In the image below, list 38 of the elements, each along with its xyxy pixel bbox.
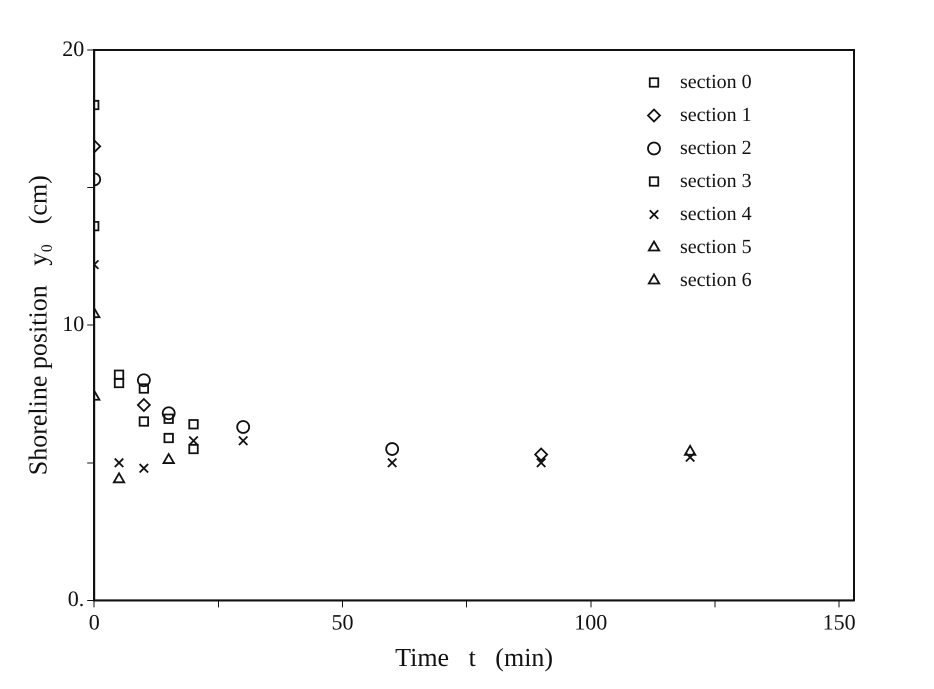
point <box>188 444 199 454</box>
legend-label: section 6 <box>680 268 752 291</box>
x-tick-label: 0 <box>88 609 100 634</box>
point <box>164 414 174 424</box>
point <box>238 436 248 446</box>
legend-label: section 3 <box>680 170 752 192</box>
x-tick-label: 150 <box>822 609 856 634</box>
point <box>387 458 398 468</box>
point <box>385 442 400 456</box>
point <box>138 463 150 474</box>
legend-label: section 4 <box>680 202 752 225</box>
y-tick-label: 20 <box>62 36 84 61</box>
x-tick-label: 100 <box>574 609 608 634</box>
y-tick-label: 10 <box>62 310 84 336</box>
point <box>114 458 124 468</box>
point <box>138 383 150 394</box>
point <box>188 419 199 430</box>
point <box>138 416 150 427</box>
point <box>164 432 174 444</box>
point <box>162 453 175 464</box>
point <box>162 406 176 420</box>
point <box>536 458 546 468</box>
point <box>236 420 250 434</box>
y-tick-label: 0. <box>68 586 84 612</box>
point <box>114 370 124 380</box>
legend-label: section 0 <box>680 70 752 93</box>
point <box>684 444 696 456</box>
point <box>534 448 548 462</box>
point <box>136 373 151 388</box>
x-axis-title: Time t (min) <box>395 643 554 672</box>
x-tick-label: 50 <box>332 609 354 634</box>
legend-label: section 2 <box>680 136 752 159</box>
point <box>112 472 126 484</box>
legend-label: section 1 <box>680 104 752 126</box>
legend-label: section 5 <box>680 236 752 258</box>
point <box>136 398 151 412</box>
y-axis-title: Shoreline position y₀ (cm) <box>23 175 52 476</box>
point <box>114 378 124 388</box>
